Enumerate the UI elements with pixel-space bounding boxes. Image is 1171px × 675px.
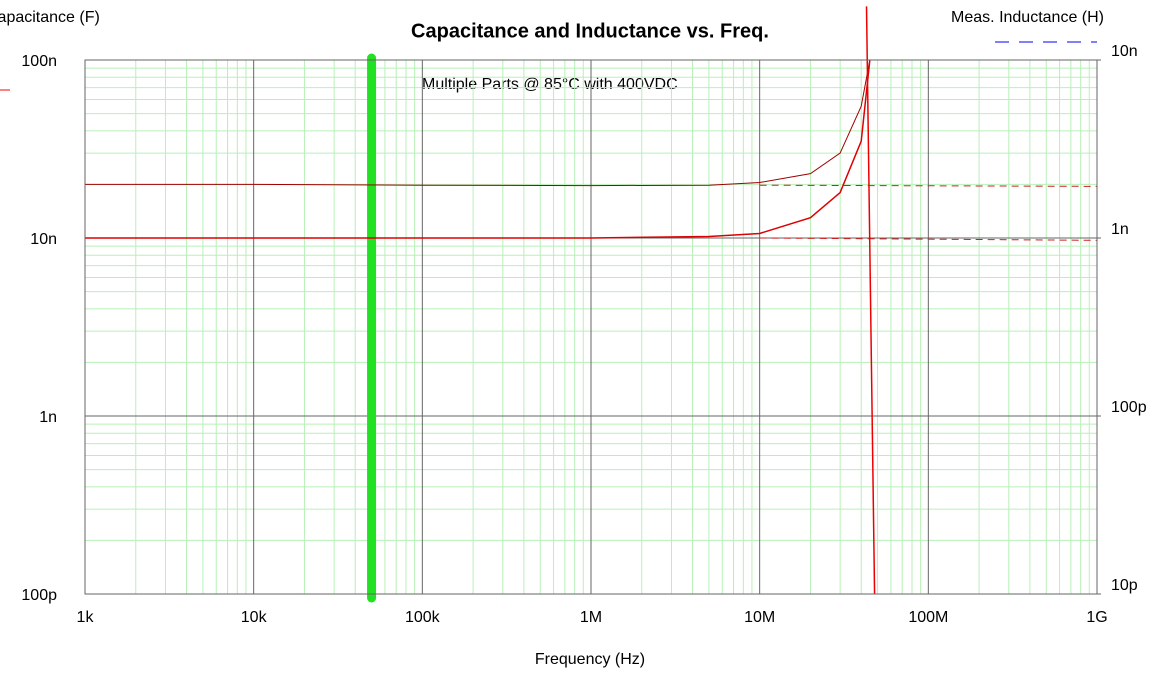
x-axis-label: Frequency (Hz) xyxy=(535,651,645,668)
x-tick-label: 1M xyxy=(580,609,602,626)
x-tick-label: 100M xyxy=(908,609,948,626)
y2-axis-label: Meas. Inductance (H) xyxy=(951,9,1104,26)
series-line xyxy=(865,6,876,595)
y-tick-label: 100p xyxy=(21,587,57,604)
y-tick-label: 1n xyxy=(39,409,57,426)
y2-tick-label: 10p xyxy=(1111,577,1138,594)
x-tick-label: 10M xyxy=(744,609,775,626)
plot-frame xyxy=(84,59,1098,595)
annotation: Multiple Parts @ 85°C with 400VDC xyxy=(422,76,678,93)
y-axis-label: Capacitance (F) xyxy=(0,9,100,26)
series-line xyxy=(759,184,1098,187)
x-tick-label: 1k xyxy=(77,609,95,626)
chart-title: Capacitance and Inductance vs. Freq. xyxy=(411,20,769,42)
x-tick-label: 1G xyxy=(1086,609,1107,626)
x-tick-label: 10k xyxy=(241,609,268,626)
x-tick-label: 100k xyxy=(405,609,441,626)
y2-tick-label: 10n xyxy=(1111,43,1138,60)
y-tick-label: 10n xyxy=(30,231,57,248)
series-line xyxy=(85,59,871,239)
y-tick-label: 100n xyxy=(21,53,57,70)
series-line xyxy=(85,59,871,187)
y2-tick-label: 100p xyxy=(1111,399,1147,416)
y2-tick-label: 1n xyxy=(1111,221,1129,238)
series-line xyxy=(759,237,1098,241)
